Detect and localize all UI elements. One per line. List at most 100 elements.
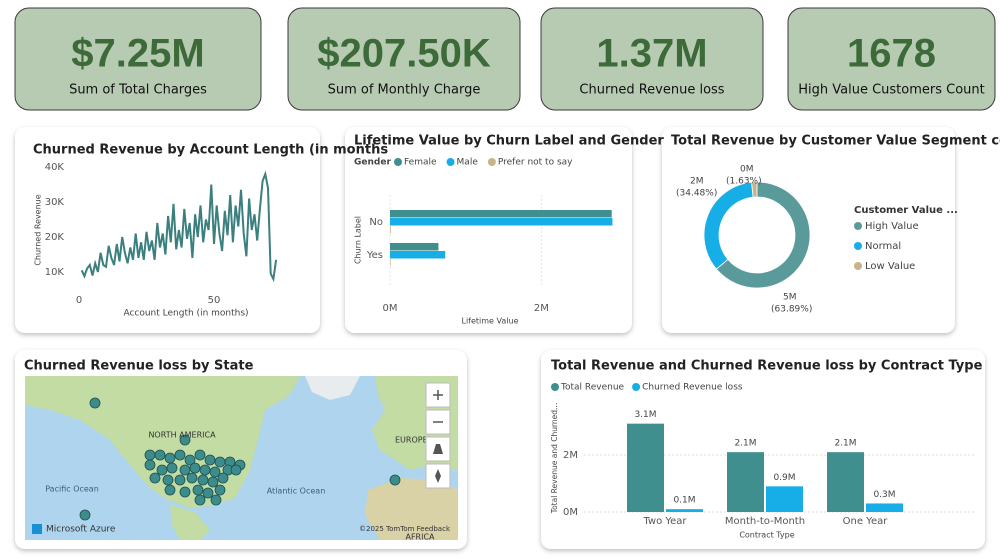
map-point: [156, 464, 168, 476]
data-label: (1.63%): [726, 177, 762, 187]
x-tick-label: 2M: [534, 303, 549, 314]
map-label: EUROPE: [395, 436, 428, 445]
map-point: [166, 462, 178, 474]
map-point: [164, 452, 176, 464]
compass-icon: [435, 469, 441, 483]
y-tick-label: 20K: [45, 232, 65, 243]
map-point: [164, 484, 176, 496]
bar: [627, 423, 664, 512]
map-point: [174, 474, 186, 486]
y-tick-label: No: [369, 217, 383, 228]
map-point: [202, 487, 214, 499]
map-label: NORTH AMERICA: [148, 431, 216, 440]
map-point: [154, 449, 166, 461]
map-point: [179, 486, 191, 498]
data-label: 0.1M: [673, 496, 695, 506]
kpi-card: [14, 7, 262, 111]
legend-label: Low Value: [865, 261, 915, 272]
x-tick-label: 0M: [383, 303, 398, 314]
chart-title: Lifetime Value by Churn Label and Gender: [354, 134, 664, 149]
legend-label: Churned Revenue loss: [642, 383, 743, 393]
x-tick-label: One Year: [843, 516, 889, 527]
data-label: 2.1M: [834, 439, 856, 449]
legend-label: Male: [457, 158, 479, 168]
map-label: Atlantic Ocean: [267, 487, 326, 496]
map-point: [192, 484, 204, 496]
y-axis-label: Churned Revenue: [34, 194, 43, 265]
map-control[interactable]: [425, 409, 451, 435]
kpi-value: 1678: [847, 32, 936, 76]
kpi-card: [287, 7, 521, 111]
map-point: [210, 494, 222, 506]
y-tick-label: 40K: [45, 162, 65, 173]
map-point: [217, 472, 229, 484]
kpi-value: 1.37M: [596, 32, 707, 76]
map-point: [214, 484, 226, 496]
legend-label: Female: [404, 158, 437, 168]
y-tick-label: 0M: [563, 507, 578, 518]
legend-swatch: [487, 158, 496, 166]
map-label: AFRICA: [405, 533, 435, 542]
kpi-value: $7.25M: [71, 32, 204, 76]
bar: [390, 226, 391, 234]
data-label: 3.1M: [634, 410, 656, 420]
land: [170, 505, 210, 540]
bar: [390, 210, 612, 218]
kpi-value: $207.50K: [317, 32, 491, 76]
map-point: [214, 456, 226, 468]
data-label: 2M: [690, 177, 704, 187]
map-point: [207, 476, 219, 488]
map-title: Churned Revenue loss by State: [24, 359, 254, 374]
map-point: [194, 449, 206, 461]
map-point: [149, 472, 161, 484]
map-point: [89, 397, 101, 409]
map-point: [144, 449, 156, 461]
map-point: [186, 472, 198, 484]
map-brand: Microsoft Azure: [46, 525, 116, 535]
map-point: [194, 494, 206, 506]
bar: [390, 243, 439, 251]
x-tick-label: 50: [208, 295, 221, 306]
map-point: [162, 474, 174, 486]
map-point: [199, 464, 211, 476]
y-axis-label: Churn Label: [354, 216, 363, 264]
kpi-label: Churned Revenue loss: [579, 83, 724, 98]
bar: [827, 452, 864, 512]
data-label: (34.48%): [676, 189, 717, 199]
bar: [390, 251, 446, 259]
land: [365, 478, 458, 540]
map-point: [204, 454, 216, 466]
legend-label: High Value: [865, 221, 919, 232]
map-credit: ©2025 TomTom Feedback: [359, 525, 451, 533]
y-tick-label: 2M: [563, 450, 578, 461]
kpi-card: [787, 7, 996, 111]
kpi-label: High Value Customers Count: [798, 83, 985, 98]
map-point: [389, 474, 401, 486]
x-tick-label: 0: [76, 295, 82, 306]
map-label: Pacific Ocean: [45, 485, 99, 494]
x-axis-label: Lifetime Value: [461, 317, 518, 326]
legend-swatch: [632, 383, 641, 391]
chart-title: Churned Revenue by Account Length (in mo…: [33, 143, 388, 158]
y-tick-label: 10K: [45, 267, 65, 278]
y-tick-label: Yes: [366, 250, 383, 261]
map-point: [144, 459, 156, 471]
panel: [345, 127, 632, 333]
bar: [390, 218, 613, 226]
data-label: 0.3M: [873, 490, 895, 500]
legend-label: Normal: [865, 241, 901, 252]
data-label: 2.1M: [734, 439, 756, 449]
x-axis-label: Contract Type: [739, 531, 794, 540]
data-label: 0.9M: [773, 473, 795, 483]
chart-title: Total Revenue and Churned Revenue loss b…: [551, 359, 983, 374]
data-label: 5M: [783, 293, 797, 303]
donut-slice: [715, 181, 811, 289]
kpi-label: Sum of Monthly Charge: [328, 83, 481, 98]
y-tick-label: 30K: [45, 197, 65, 208]
legend-label: Prefer not to say: [498, 158, 573, 168]
map-point: [179, 464, 191, 476]
map-point: [197, 474, 209, 486]
legend-swatch: [551, 383, 559, 391]
bar: [666, 509, 703, 512]
